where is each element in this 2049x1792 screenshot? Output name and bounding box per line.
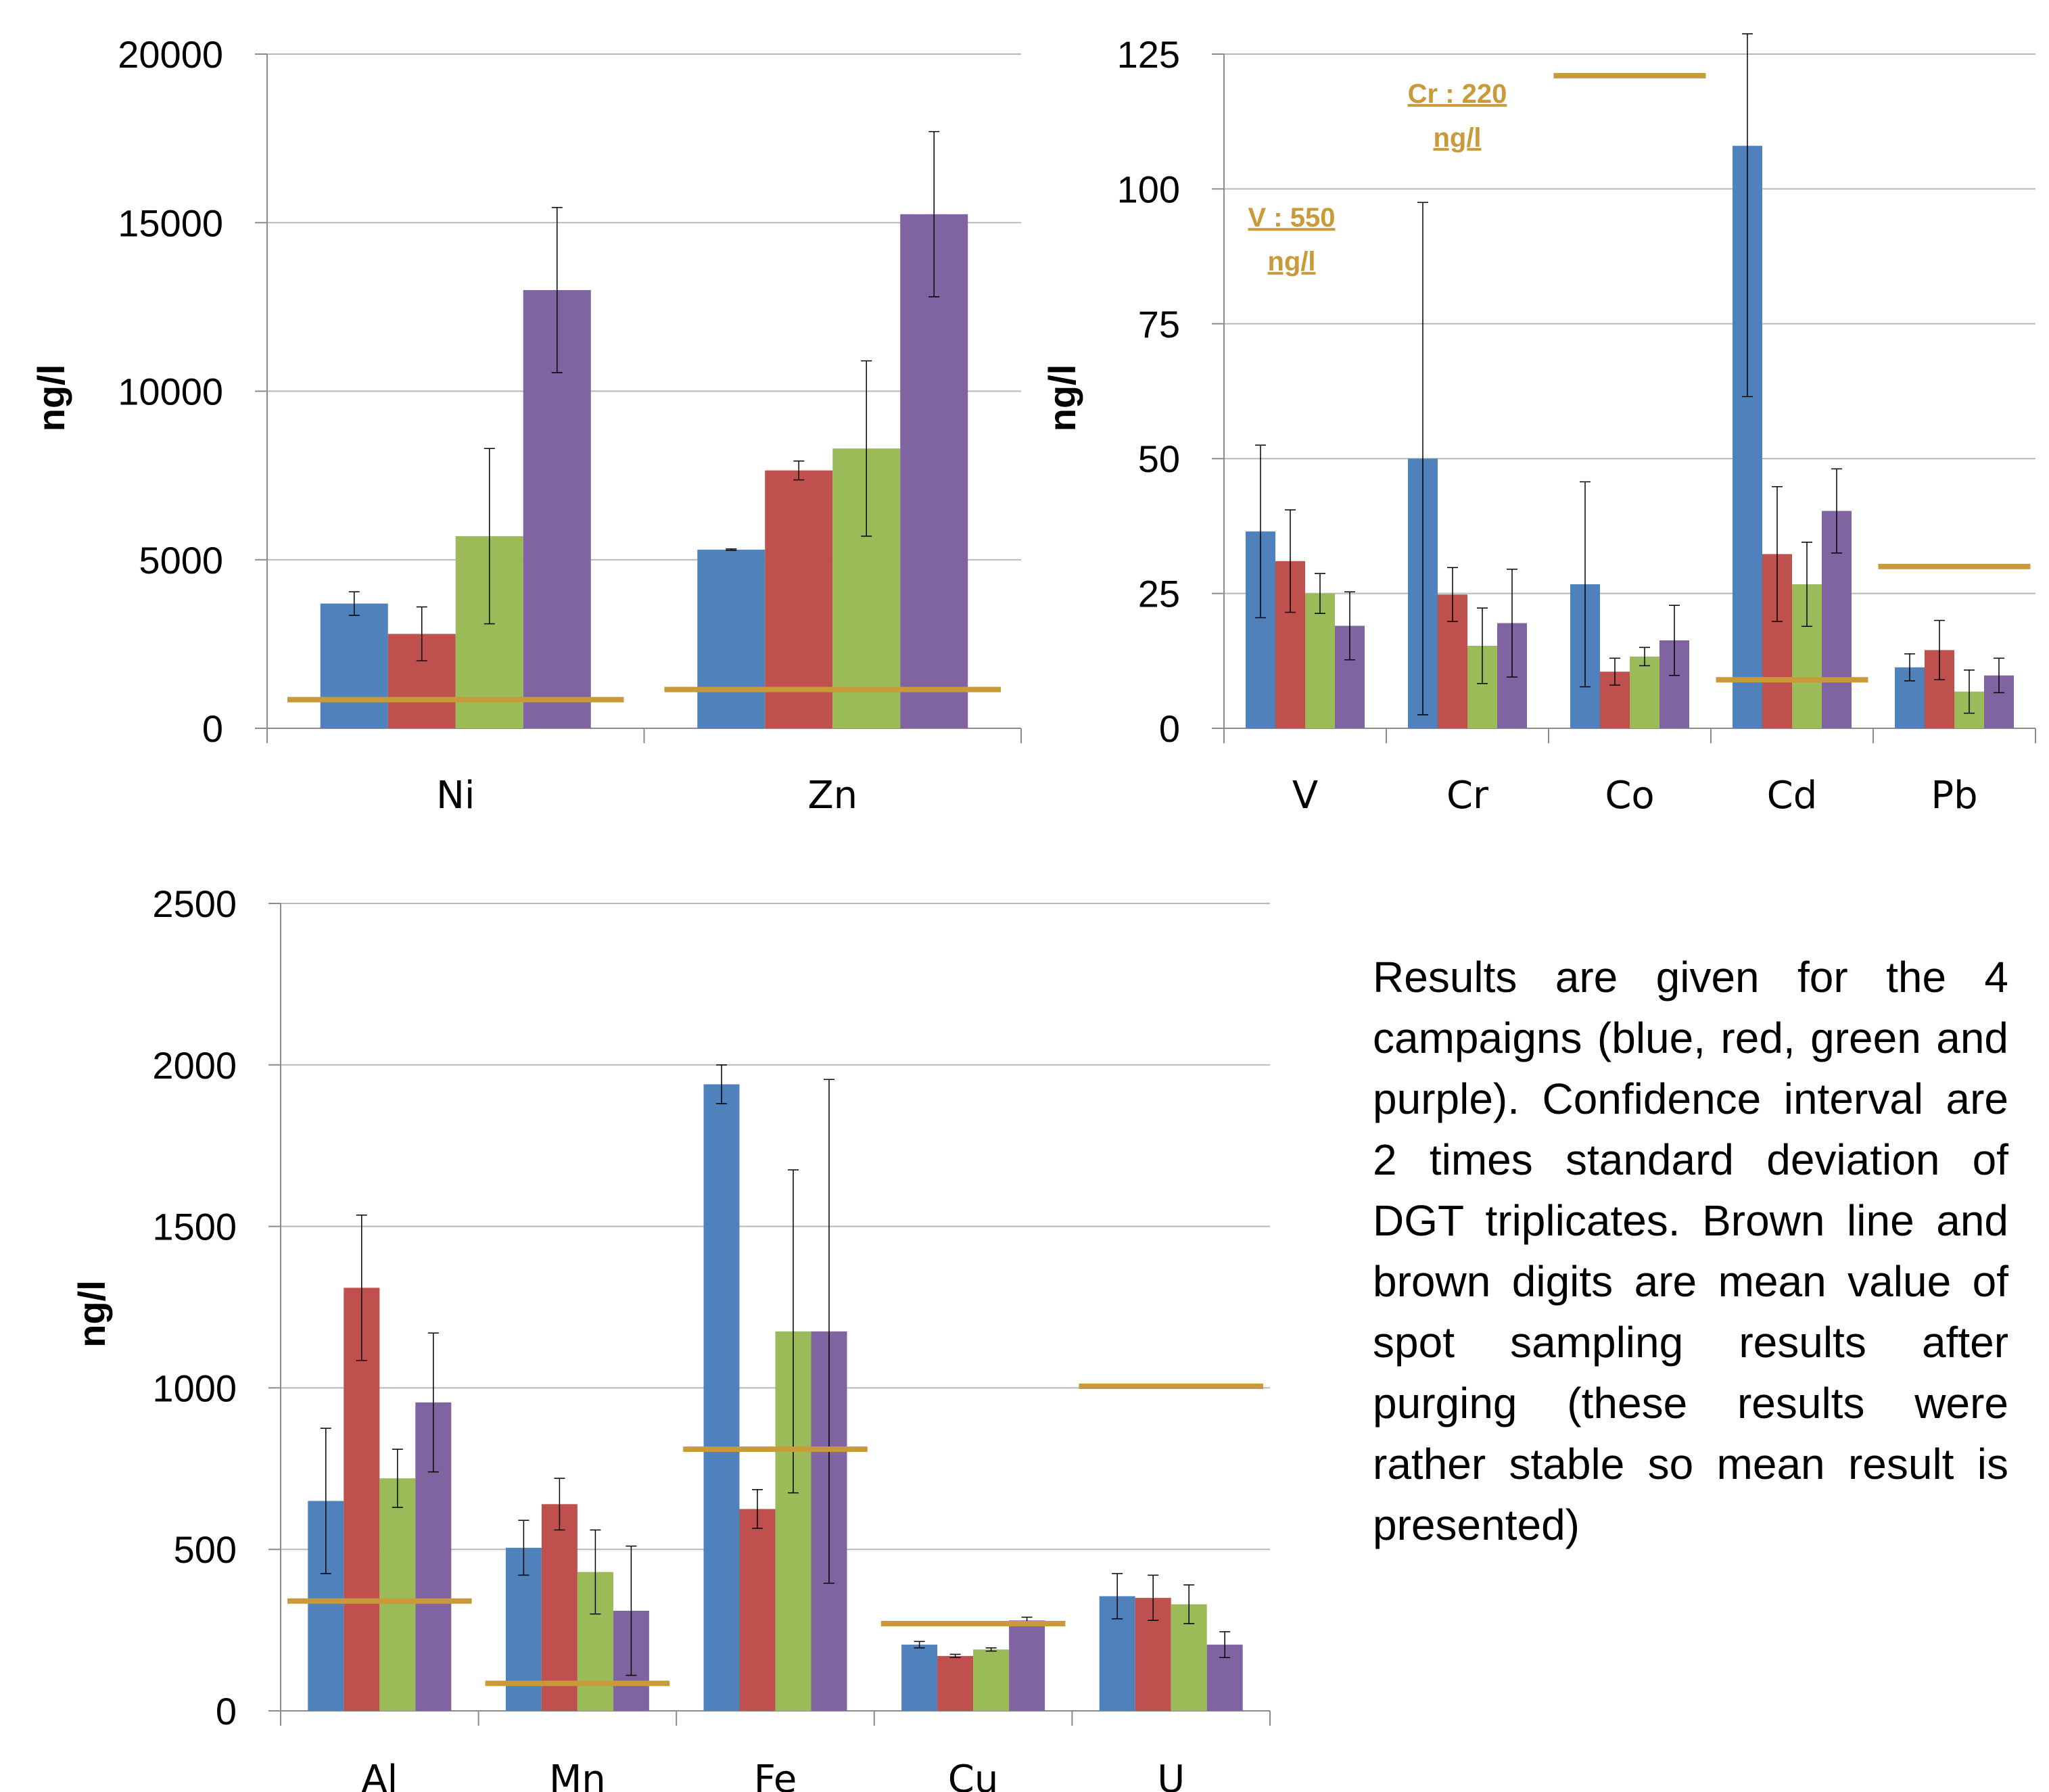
chart1-bar xyxy=(320,603,388,728)
chart1-bar xyxy=(900,214,968,729)
chart1-x-tick-label: Ni xyxy=(436,774,475,818)
chart3-y-axis-label: ng/l xyxy=(70,1280,113,1348)
chart2-x-tick-label: Pb xyxy=(1931,774,1977,818)
chart2-y-tick-label: 50 xyxy=(1138,438,1180,480)
chart3-bar xyxy=(937,1655,974,1711)
chart1-y-axis-label: ng/l xyxy=(30,364,72,432)
chart2-annotation: ng/l xyxy=(1433,123,1481,153)
chart2-y-tick-label: 25 xyxy=(1138,573,1180,615)
chart3-bar xyxy=(1009,1620,1045,1711)
chart2-x-tick-label: Cd xyxy=(1767,774,1818,818)
chart3-x-tick-label: Cu xyxy=(948,1758,999,1792)
chart2-bar xyxy=(1305,593,1335,728)
chart2-y-tick-label: 0 xyxy=(1159,707,1180,750)
chart2-annotation: V : 550 xyxy=(1248,203,1336,233)
chart1-bar xyxy=(697,549,766,728)
chart3-bar xyxy=(739,1509,776,1711)
chart3-x-tick-label: Mn xyxy=(549,1758,606,1792)
chart2-x-tick-label: V xyxy=(1292,774,1318,818)
chart3-y-tick-label: 1500 xyxy=(152,1206,237,1248)
chart3-bar xyxy=(541,1504,578,1711)
chart2-y-tick-label: 100 xyxy=(1117,168,1180,210)
chart2-y-tick-label: 75 xyxy=(1138,303,1180,346)
chart1-y-tick-label: 10000 xyxy=(118,371,223,413)
chart2-y-tick-label: 125 xyxy=(1117,33,1180,76)
chart2-bar xyxy=(1630,656,1659,728)
chart3-bar xyxy=(703,1084,740,1711)
chart3-x-tick-label: U xyxy=(1157,1758,1185,1792)
chart3-bar xyxy=(379,1478,416,1711)
chart2-annotation: ng/l xyxy=(1267,247,1315,277)
chart2-annotation: Cr : 220 xyxy=(1408,79,1507,109)
chart3-y-tick-label: 500 xyxy=(174,1528,237,1571)
chart3-y-tick-label: 2000 xyxy=(152,1044,237,1087)
chart1-x-tick-label: Zn xyxy=(807,774,857,818)
chart2-x-tick-label: Co xyxy=(1605,774,1654,818)
caption-text: Results are given for the 4 campaigns (b… xyxy=(1373,953,2008,1549)
chart1-y-tick-label: 5000 xyxy=(139,539,223,582)
chart3-bar xyxy=(901,1645,938,1711)
chart3-bar xyxy=(973,1649,1010,1711)
chart3-y-tick-label: 0 xyxy=(216,1690,237,1732)
chart1-y-tick-label: 20000 xyxy=(118,33,223,76)
chart1-y-tick-label: 15000 xyxy=(118,202,223,244)
chart2-x-tick-label: Cr xyxy=(1446,774,1489,818)
chart3-x-tick-label: Fe xyxy=(754,1758,797,1792)
chart3-y-tick-label: 1000 xyxy=(152,1367,237,1409)
chart1-y-tick-label: 0 xyxy=(202,707,223,750)
chart1-bar xyxy=(765,470,833,728)
chart3-x-tick-label: Al xyxy=(361,1758,398,1792)
chart2-y-axis-label: ng/l xyxy=(1041,364,1083,432)
chart3-y-tick-label: 2500 xyxy=(152,882,237,925)
